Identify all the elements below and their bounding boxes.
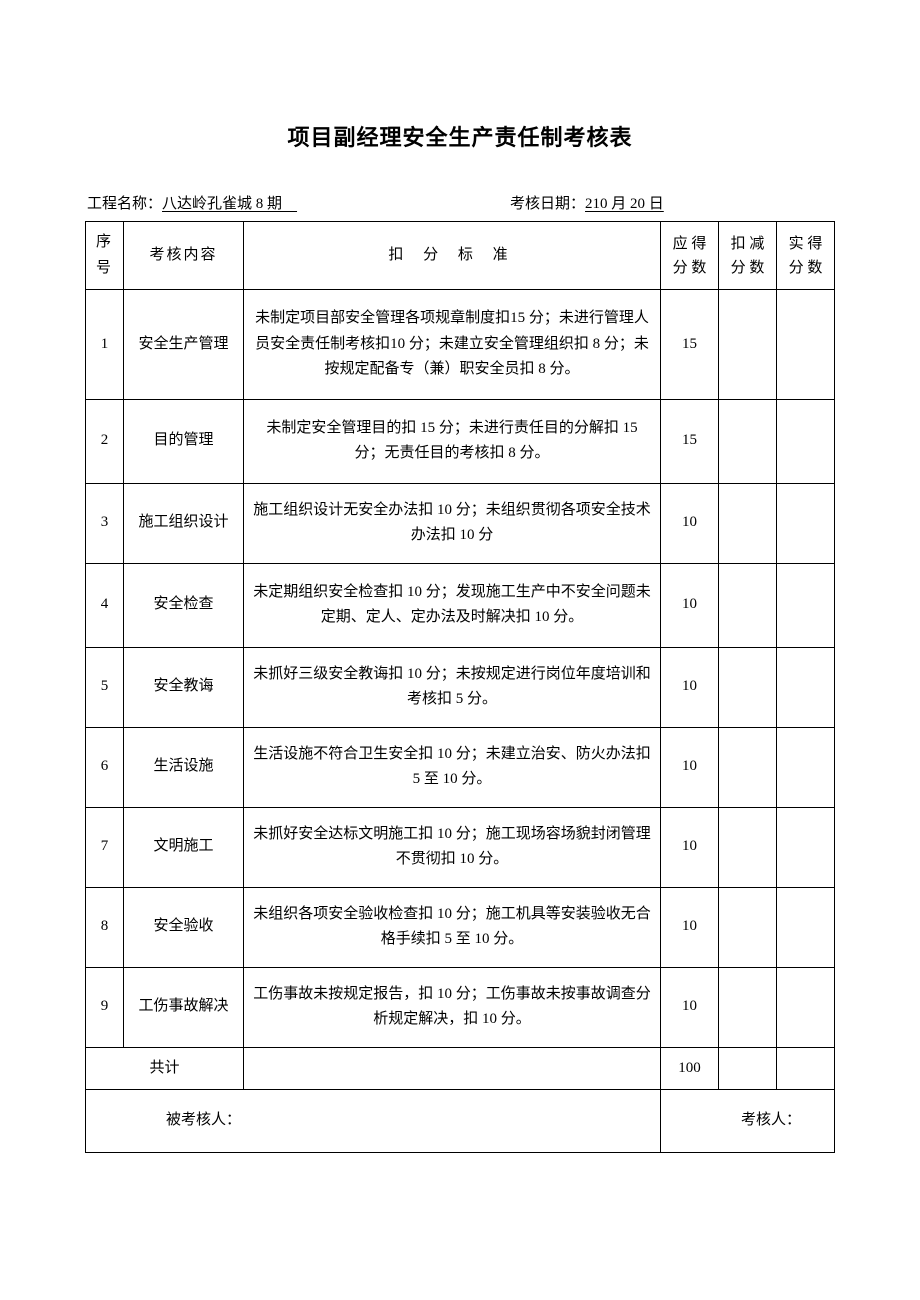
col-header-actual: 实 得分 数 [777, 222, 835, 290]
signature-row: 被考核人： 考核人： [86, 1090, 835, 1153]
cell-criteria: 未制定项目部安全管理各项规章制度扣15 分；未进行管理人员安全责任制考核扣10 … [244, 290, 661, 400]
total-row: 共计 100 [86, 1047, 835, 1090]
col-header-deduct: 扣 减分 数 [719, 222, 777, 290]
cell-deduct [719, 887, 777, 967]
cell-deduct [719, 727, 777, 807]
assessee-cell: 被考核人： [86, 1090, 661, 1153]
cell-should: 15 [661, 290, 719, 400]
cell-content: 生活设施 [124, 727, 244, 807]
total-actual [777, 1047, 835, 1090]
cell-should: 10 [661, 887, 719, 967]
date-label: 考核日期： [510, 196, 585, 212]
table-body: 1 安全生产管理 未制定项目部安全管理各项规章制度扣15 分；未进行管理人员安全… [86, 290, 835, 1153]
cell-seq: 5 [86, 647, 124, 727]
project-label: 工程名称： [87, 196, 162, 212]
cell-actual [777, 647, 835, 727]
col-header-seq: 序号 [86, 222, 124, 290]
cell-deduct [719, 399, 777, 483]
table-row: 9 工伤事故解决 工伤事故未按规定报告，扣 10 分；工伤事故未按事故调查分析规… [86, 967, 835, 1047]
table-row: 6 生活设施 生活设施不符合卫生安全扣 10 分；未建立治安、防火办法扣 5 至… [86, 727, 835, 807]
cell-seq: 9 [86, 967, 124, 1047]
cell-actual [777, 399, 835, 483]
total-label: 共计 [86, 1047, 244, 1090]
cell-actual [777, 483, 835, 563]
date-value: 210 月 20 日 [585, 196, 664, 212]
cell-should: 10 [661, 647, 719, 727]
cell-seq: 7 [86, 807, 124, 887]
cell-deduct [719, 290, 777, 400]
assessment-date-field: 考核日期：210 月 20 日 [410, 192, 833, 213]
cell-actual [777, 290, 835, 400]
cell-seq: 6 [86, 727, 124, 807]
table-row: 4 安全检查 未定期组织安全检查扣 10 分；发现施工生产中不安全问题未定期、定… [86, 563, 835, 647]
cell-content: 工伤事故解决 [124, 967, 244, 1047]
cell-should: 15 [661, 399, 719, 483]
table-row: 2 目的管理 未制定安全管理目的扣 15 分；未进行责任目的分解扣 15 分；无… [86, 399, 835, 483]
assessment-table: 序号 考核内容 扣 分 标 准 应 得分 数 扣 减分 数 实 得分 数 1 安… [85, 221, 835, 1153]
cell-deduct [719, 967, 777, 1047]
table-row: 5 安全教诲 未抓好三级安全教诲扣 10 分；未按规定进行岗位年度培训和考核扣 … [86, 647, 835, 727]
cell-should: 10 [661, 563, 719, 647]
total-deduct [719, 1047, 777, 1090]
cell-should: 10 [661, 807, 719, 887]
cell-content: 安全生产管理 [124, 290, 244, 400]
header-info-row: 工程名称：八达岭孔雀城 8 期 考核日期：210 月 20 日 [85, 192, 835, 213]
cell-should: 10 [661, 967, 719, 1047]
table-row: 3 施工组织设计 施工组织设计无安全办法扣 10 分；未组织贯彻各项安全技术办法… [86, 483, 835, 563]
cell-criteria: 未组织各项安全验收检查扣 10 分；施工机具等安装验收无合格手续扣 5 至 10… [244, 887, 661, 967]
cell-seq: 1 [86, 290, 124, 400]
cell-seq: 8 [86, 887, 124, 967]
cell-criteria: 未制定安全管理目的扣 15 分；未进行责任目的分解扣 15 分；无责任目的考核扣… [244, 399, 661, 483]
cell-seq: 4 [86, 563, 124, 647]
total-should: 100 [661, 1047, 719, 1090]
col-header-should: 应 得分 数 [661, 222, 719, 290]
cell-actual [777, 727, 835, 807]
total-criteria-empty [244, 1047, 661, 1090]
project-name-field: 工程名称：八达岭孔雀城 8 期 [87, 192, 410, 213]
cell-deduct [719, 563, 777, 647]
cell-actual [777, 807, 835, 887]
cell-criteria: 生活设施不符合卫生安全扣 10 分；未建立治安、防火办法扣 5 至 10 分。 [244, 727, 661, 807]
cell-actual [777, 887, 835, 967]
cell-seq: 3 [86, 483, 124, 563]
cell-deduct [719, 483, 777, 563]
cell-content: 目的管理 [124, 399, 244, 483]
cell-should: 10 [661, 727, 719, 807]
cell-content: 安全教诲 [124, 647, 244, 727]
cell-content: 文明施工 [124, 807, 244, 887]
cell-content: 安全验收 [124, 887, 244, 967]
col-header-content: 考核内容 [124, 222, 244, 290]
project-value: 八达岭孔雀城 8 期 [162, 196, 297, 212]
cell-criteria: 未抓好安全达标文明施工扣 10 分；施工现场容场貌封闭管理不贯彻扣 10 分。 [244, 807, 661, 887]
cell-deduct [719, 807, 777, 887]
cell-criteria: 施工组织设计无安全办法扣 10 分；未组织贯彻各项安全技术办法扣 10 分 [244, 483, 661, 563]
cell-content: 施工组织设计 [124, 483, 244, 563]
cell-content: 安全检查 [124, 563, 244, 647]
page-title: 项目副经理安全生产责任制考核表 [85, 120, 835, 152]
cell-deduct [719, 647, 777, 727]
assessor-cell: 考核人： [661, 1090, 835, 1153]
cell-seq: 2 [86, 399, 124, 483]
cell-actual [777, 967, 835, 1047]
table-row: 1 安全生产管理 未制定项目部安全管理各项规章制度扣15 分；未进行管理人员安全… [86, 290, 835, 400]
table-header-row: 序号 考核内容 扣 分 标 准 应 得分 数 扣 减分 数 实 得分 数 [86, 222, 835, 290]
cell-actual [777, 563, 835, 647]
cell-criteria: 未定期组织安全检查扣 10 分；发现施工生产中不安全问题未定期、定人、定办法及时… [244, 563, 661, 647]
col-header-criteria: 扣 分 标 准 [244, 222, 661, 290]
table-row: 7 文明施工 未抓好安全达标文明施工扣 10 分；施工现场容场貌封闭管理不贯彻扣… [86, 807, 835, 887]
cell-criteria: 未抓好三级安全教诲扣 10 分；未按规定进行岗位年度培训和考核扣 5 分。 [244, 647, 661, 727]
table-row: 8 安全验收 未组织各项安全验收检查扣 10 分；施工机具等安装验收无合格手续扣… [86, 887, 835, 967]
cell-should: 10 [661, 483, 719, 563]
cell-criteria: 工伤事故未按规定报告，扣 10 分；工伤事故未按事故调查分析规定解决，扣 10 … [244, 967, 661, 1047]
